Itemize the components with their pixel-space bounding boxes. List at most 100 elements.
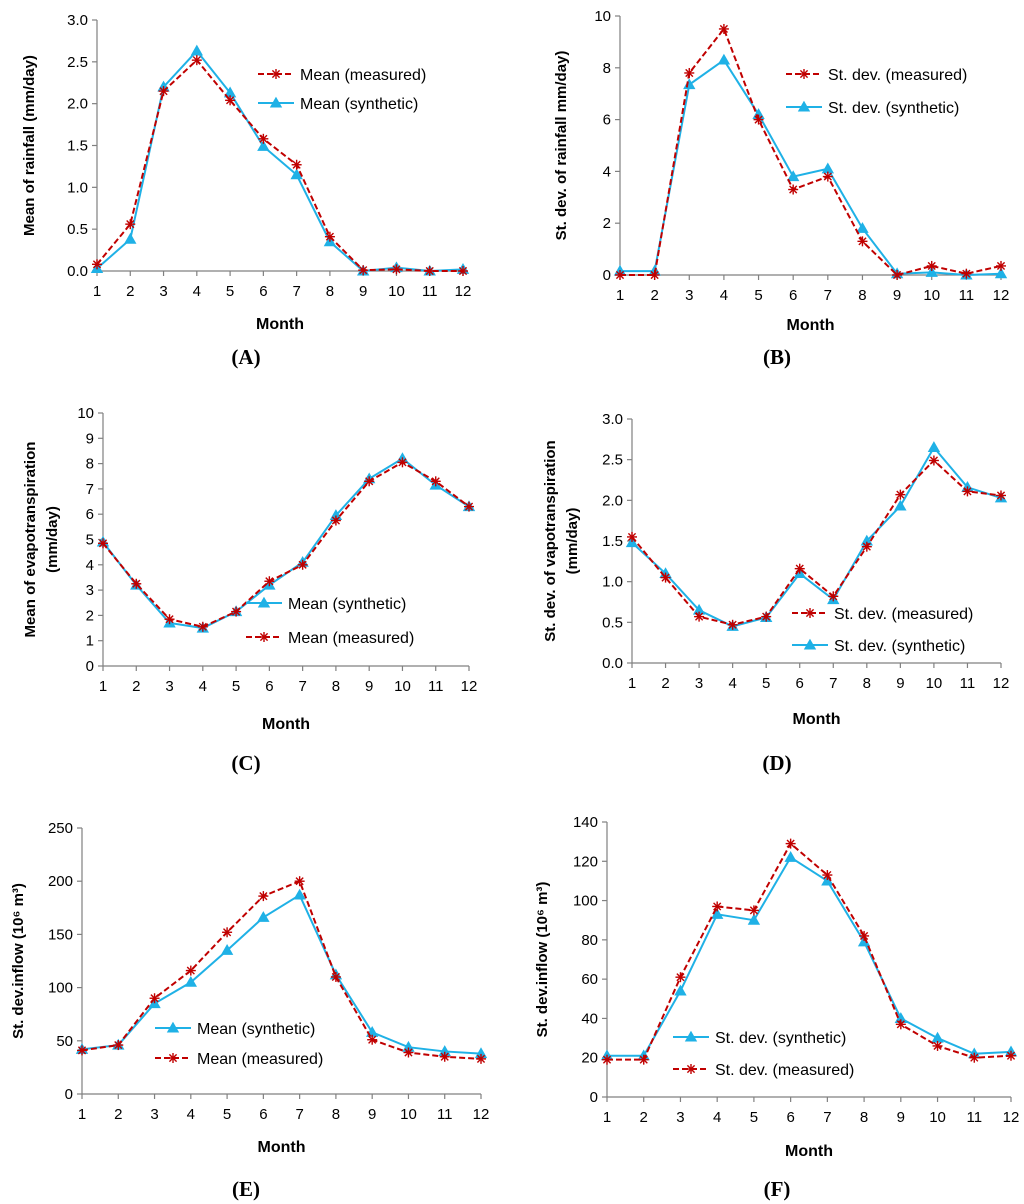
data-point-measured <box>125 219 136 230</box>
data-point-measured <box>969 1052 980 1063</box>
data-point-measured <box>857 236 868 247</box>
x-tick-label: 1 <box>603 1109 611 1126</box>
y-tick-label: 8 <box>86 456 94 473</box>
triangle-marker-icon <box>257 596 271 608</box>
x-tick-label: 1 <box>93 283 101 300</box>
x-tick-label: 9 <box>893 287 901 304</box>
data-point-synthetic <box>293 888 306 900</box>
data-point-measured <box>1006 1050 1016 1061</box>
y-tick-label: 0 <box>86 658 94 675</box>
panel-label: (A) <box>231 345 260 369</box>
y-tick-label: 0.0 <box>67 263 88 280</box>
data-point-measured <box>358 265 369 276</box>
data-point-synthetic <box>784 851 797 862</box>
legend-label: Mean (synthetic) <box>197 1021 315 1038</box>
data-point-measured <box>297 559 308 570</box>
panel-label: (F) <box>764 1177 791 1201</box>
legend-item-synthetic: Mean (synthetic) <box>155 1021 315 1038</box>
x-tick-label: 6 <box>259 283 267 300</box>
data-point-measured <box>892 270 903 280</box>
y-tick-label: 2.0 <box>602 492 623 509</box>
data-point-synthetic <box>717 53 731 65</box>
y-tick-label: 0 <box>603 267 611 284</box>
series-measured <box>602 838 1016 1065</box>
data-point-measured <box>727 619 738 630</box>
series-measured <box>92 55 468 276</box>
y-tick-label: 8 <box>603 60 611 77</box>
data-point-measured <box>149 993 160 1004</box>
x-tick-label: 12 <box>993 287 1010 304</box>
data-point-measured <box>476 1053 486 1064</box>
axes: 0.00.51.01.52.02.53.01 2 3 4 5 6 7 8 9 10 11 12 <box>67 12 471 300</box>
legend-item-synthetic: St. dev. (synthetic) <box>792 638 965 655</box>
legend: St. dev. (measured) St. dev. (synthetic) <box>792 606 973 655</box>
asterisk-marker-icon <box>686 1064 696 1074</box>
data-point-measured <box>761 611 772 622</box>
x-tick-label: 11 <box>966 1109 982 1126</box>
data-point-measured <box>859 930 870 941</box>
series-line-measured <box>81 879 482 1060</box>
x-tick-label: 9 <box>365 678 373 695</box>
asterisk-marker-icon <box>271 69 281 79</box>
data-point-measured <box>627 531 637 542</box>
y-tick-label: 20 <box>581 1050 598 1067</box>
data-point-measured <box>364 476 375 487</box>
x-tick-label: 2 <box>114 1106 122 1123</box>
x-tick-label: 7 <box>823 1109 831 1126</box>
legend-label: St. dev. (measured) <box>828 67 967 84</box>
data-point-measured <box>895 489 906 500</box>
data-point-measured <box>828 591 839 602</box>
x-axis-label: Month <box>256 316 304 333</box>
legend-label: St. dev. (synthetic) <box>715 1030 846 1047</box>
legend-label: St. dev. (synthetic) <box>828 100 959 117</box>
data-point-measured <box>403 1047 414 1058</box>
x-tick-label: 10 <box>400 1106 417 1123</box>
x-tick-label: 9 <box>897 1109 905 1126</box>
x-axis-label: Month <box>262 716 310 733</box>
data-point-measured <box>291 159 302 170</box>
data-point-measured <box>602 1054 612 1065</box>
data-point-synthetic <box>931 1031 944 1043</box>
series-line-synthetic <box>607 855 1012 1057</box>
y-tick-label: 4 <box>603 163 611 180</box>
x-tick-label: 6 <box>259 1106 267 1123</box>
asterisk-marker-icon <box>259 632 269 642</box>
x-tick-label: 3 <box>695 675 703 692</box>
x-tick-label: 5 <box>232 678 240 695</box>
x-tick-label: 11 <box>960 675 976 692</box>
x-tick-label: 2 <box>640 1109 648 1126</box>
panel-a: 0.00.51.01.52.02.53.01 2 3 4 5 6 7 8 9 10 11 12Mont… <box>21 12 471 369</box>
data-point-measured <box>660 572 671 583</box>
y-axis-label: (mm/day) <box>44 506 61 573</box>
data-point-measured <box>98 538 108 549</box>
series-line-synthetic <box>620 58 1002 277</box>
x-tick-label: 1 <box>616 287 624 304</box>
data-point-measured <box>748 905 759 916</box>
legend-item-measured: St. dev. (measured) <box>786 67 967 84</box>
data-point-measured <box>822 171 833 182</box>
data-point-synthetic <box>257 911 270 922</box>
data-point-measured <box>391 264 402 275</box>
x-tick-label: 12 <box>1003 1109 1020 1126</box>
legend-label: Mean (measured) <box>197 1051 323 1068</box>
y-tick-label: 100 <box>573 893 598 910</box>
legend: Mean (synthetic) Mean (measured) <box>246 596 414 647</box>
asterisk-marker-icon <box>805 608 815 618</box>
asterisk-marker-icon <box>799 69 809 79</box>
x-tick-label: 9 <box>368 1106 376 1123</box>
triangle-marker-icon <box>684 1030 698 1042</box>
data-point-synthetic <box>786 170 800 182</box>
data-point-synthetic <box>184 975 198 987</box>
legend-label: St. dev. (measured) <box>715 1062 854 1079</box>
x-tick-label: 6 <box>796 675 804 692</box>
data-point-measured <box>164 614 175 625</box>
data-point-measured <box>932 1040 943 1051</box>
x-tick-label: 11 <box>422 283 438 300</box>
series-measured <box>98 457 474 632</box>
legend-item-measured: St. dev. (measured) <box>792 606 973 623</box>
y-tick-label: 100 <box>48 980 73 997</box>
